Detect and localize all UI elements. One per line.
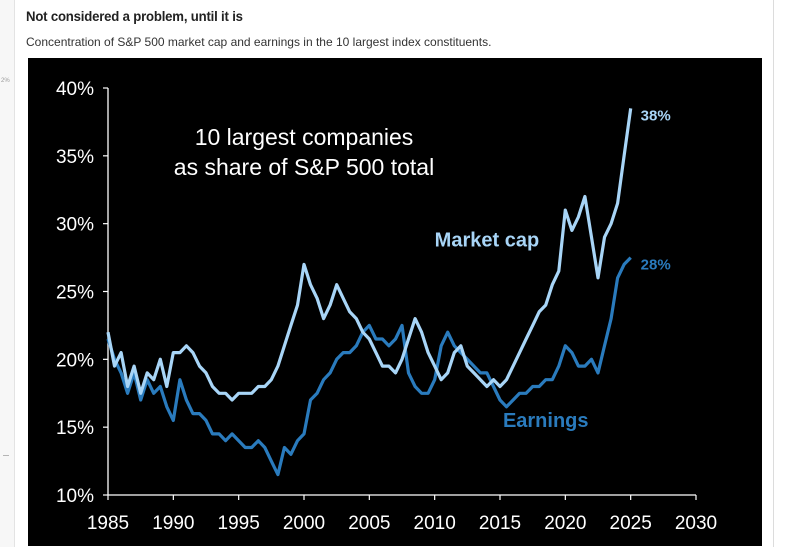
chart-axes: 10% 15% 20% 25% 30% 35% 40% 1985 1990 1995 2000 200… <box>56 79 717 534</box>
chart-title-line: as share of S&P 500 total <box>174 154 434 180</box>
rail-dash <box>3 455 9 456</box>
series-annotation-market-cap: Market cap <box>435 230 540 252</box>
x-tick-label: 1990 <box>152 513 194 534</box>
end-label-earnings: 28% <box>641 257 671 274</box>
y-tick-label: 25% <box>56 283 94 304</box>
page-subtitle: Concentration of S&P 500 market cap and … <box>26 35 492 49</box>
rail-tick-label: 2% <box>1 78 10 84</box>
line-chart: 10% 15% 20% 25% 30% 35% 40% 1985 1990 1995 2000 200… <box>56 79 717 534</box>
page-title: Not considered a problem, until it is <box>26 8 243 24</box>
x-tick-label: 2005 <box>348 513 390 534</box>
x-tick-label: 2000 <box>283 513 325 534</box>
x-tick-label: 2025 <box>610 513 652 534</box>
x-tick-label: 2010 <box>414 513 456 534</box>
y-tick-label: 10% <box>56 486 94 507</box>
x-tick-label: 2015 <box>479 513 521 534</box>
series-line-earnings <box>106 256 632 477</box>
y-tick-label: 20% <box>56 350 94 371</box>
x-tick-label: 1985 <box>87 513 129 534</box>
series-annotation-earnings: Earnings <box>503 410 589 432</box>
end-label-market-cap: 38% <box>641 107 671 124</box>
x-tick-label: 2020 <box>544 513 586 534</box>
x-tick-label: 2030 <box>675 513 717 534</box>
chart-labels: 38% 28% Market cap Earnings 10 largest compa… <box>174 107 671 432</box>
y-tick-label: 35% <box>56 147 94 168</box>
chart-series <box>106 108 633 477</box>
chart-title-line: 10 largest companies <box>195 124 414 150</box>
y-tick-label: 15% <box>56 418 94 439</box>
y-tick-label: 30% <box>56 215 94 236</box>
left-rail: 2% <box>0 0 15 547</box>
y-tick-label: 40% <box>56 79 94 100</box>
right-rail <box>773 0 800 547</box>
chart-container: 10% 15% 20% 25% 30% 35% 40% 1985 1990 1995 2000 200… <box>28 58 762 546</box>
series-line-market-cap <box>106 108 633 402</box>
x-tick-label: 1995 <box>218 513 260 534</box>
